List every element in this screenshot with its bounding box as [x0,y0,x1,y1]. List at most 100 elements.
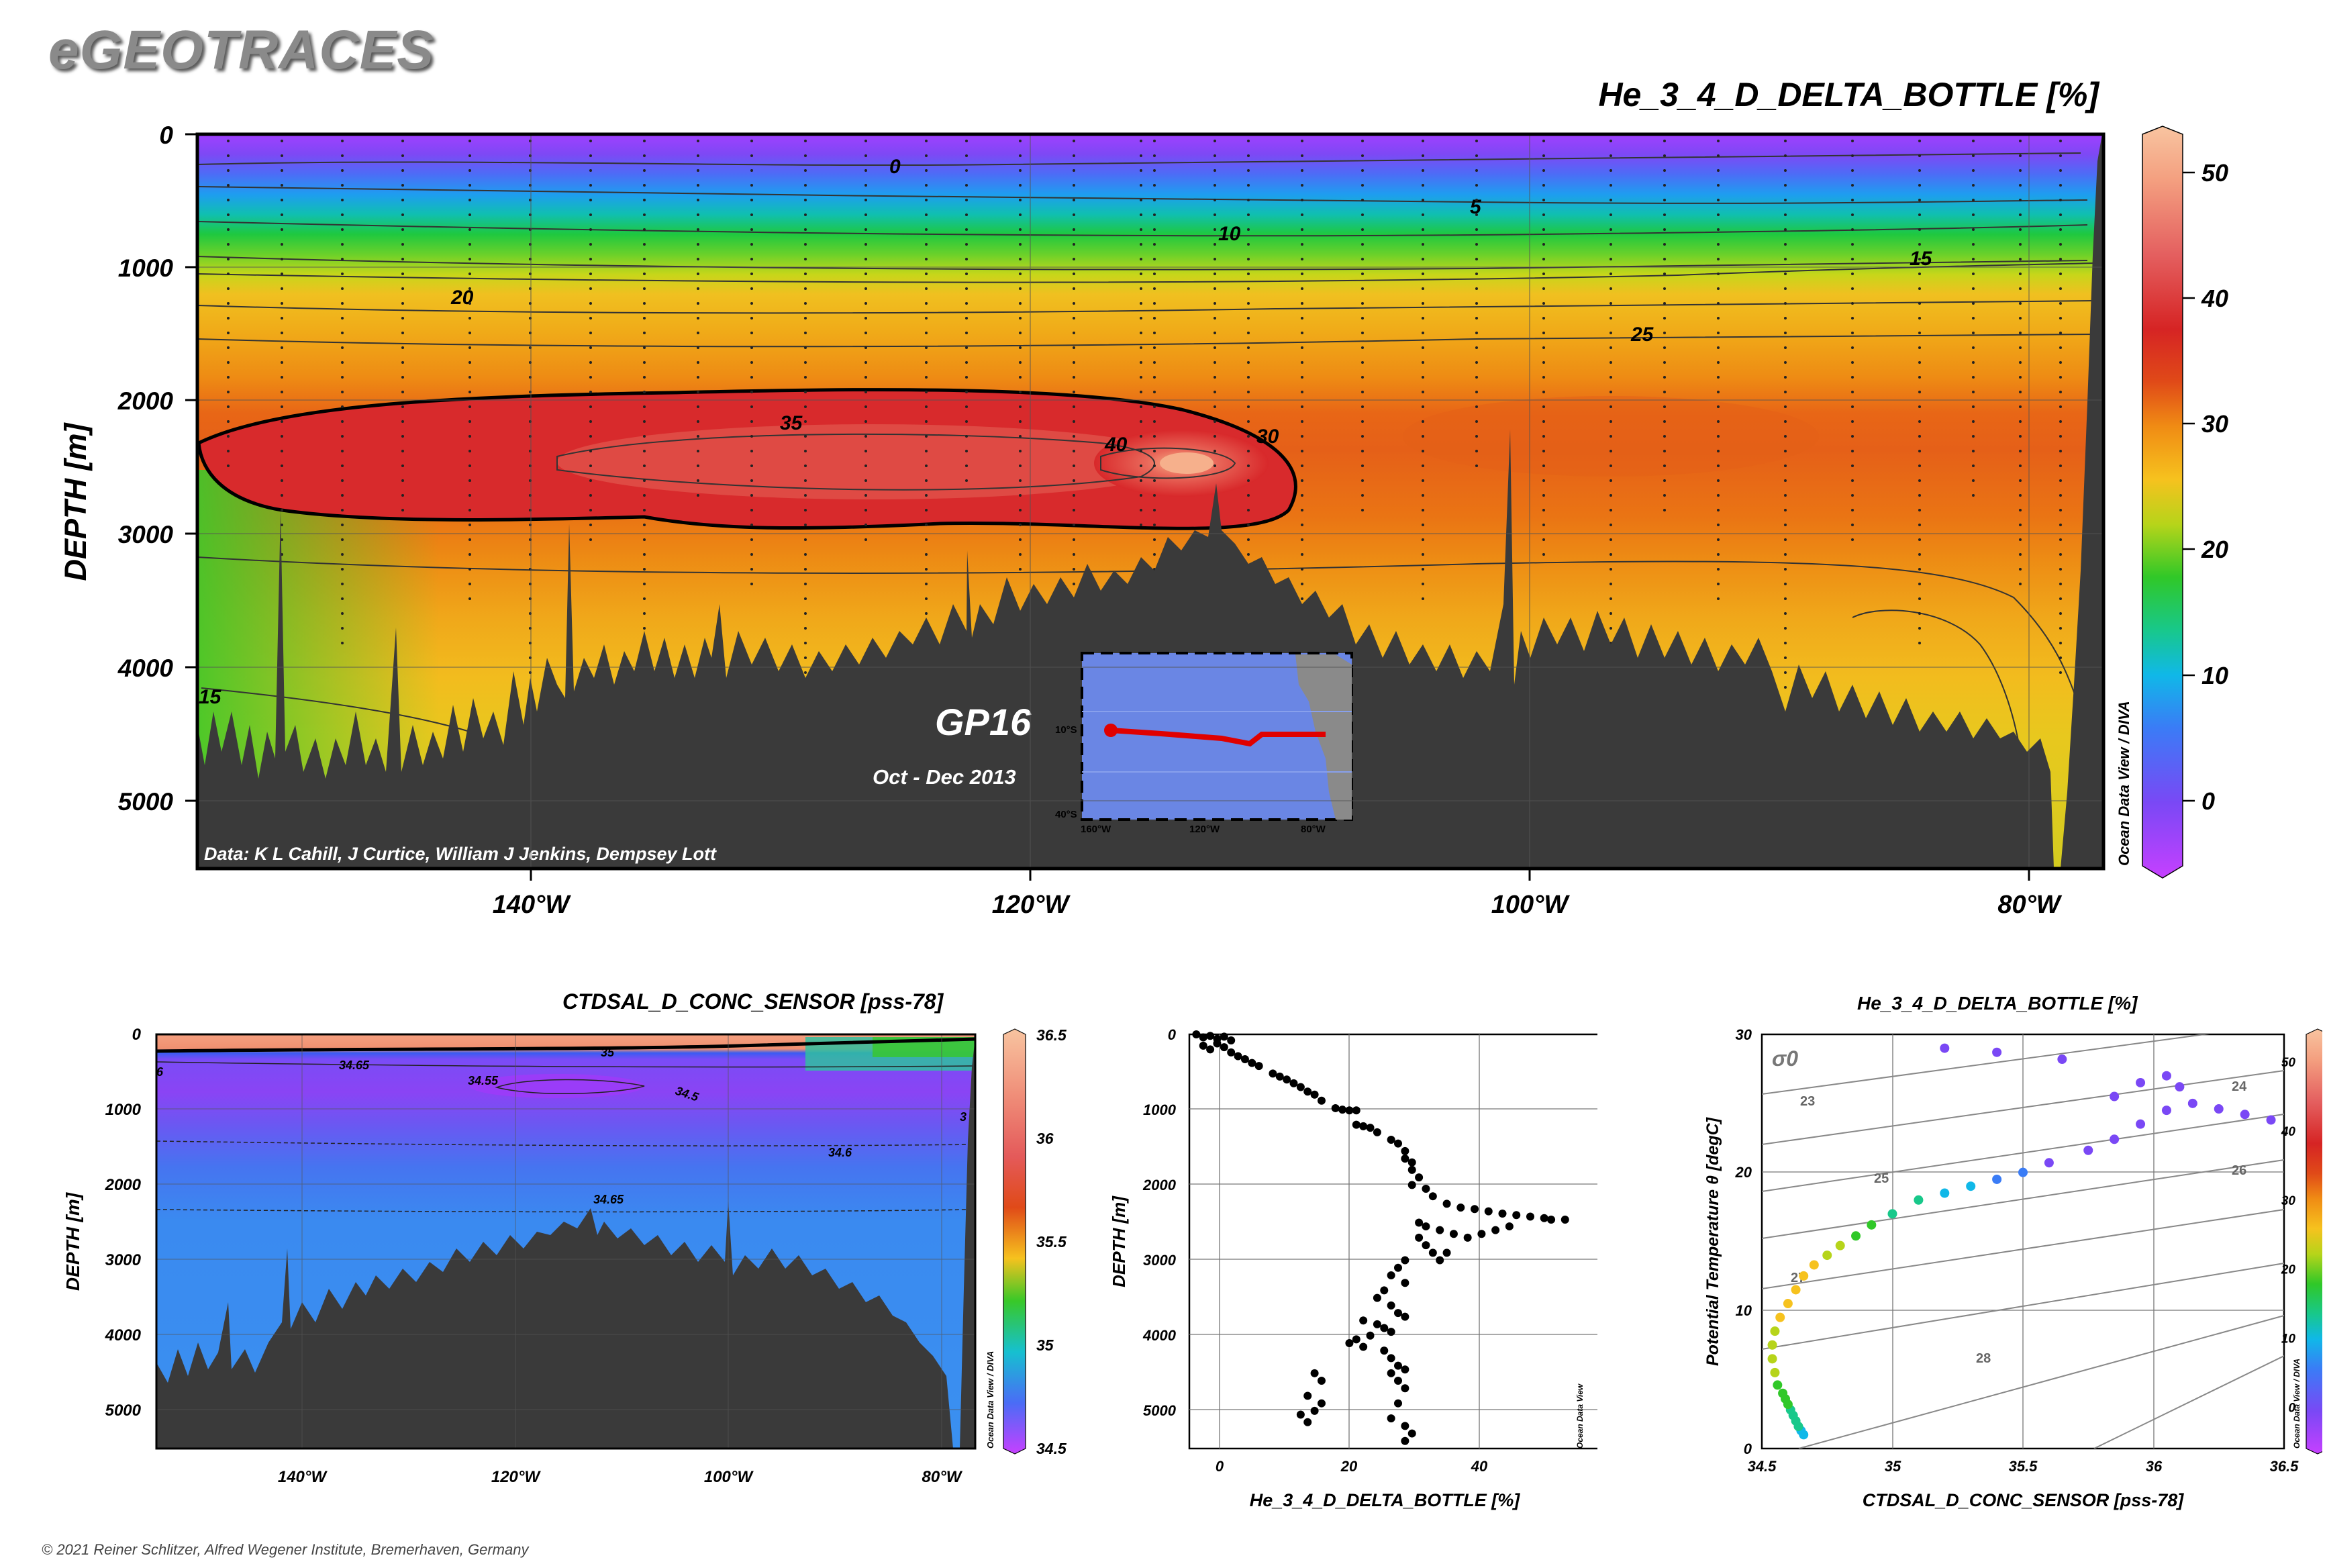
sample-dot [925,464,928,467]
sample-dot [643,332,646,334]
sample-dot [1717,332,1720,334]
sample-dot [1140,213,1142,216]
sample-dot [1019,391,1022,393]
sample-dot [227,464,230,467]
ts-point [2110,1134,2120,1144]
sample-dot [401,154,404,157]
sample-dot [281,509,283,511]
sample-dot [1140,169,1142,172]
sample-dot [1918,287,1921,290]
sample-dot [1214,154,1216,157]
sample-dot [1475,391,1478,393]
sample-dot [1073,361,1075,364]
sample-dot [697,391,699,393]
sample-dot [864,464,867,467]
sample-dot [1784,671,1787,674]
sample-dot [341,258,344,260]
sample-dot [1214,420,1216,423]
sample-dot [341,140,344,142]
sample-dot [804,228,807,231]
sample-dot [468,317,471,320]
sample-dot [925,273,928,275]
sample-dot [643,154,646,157]
sample-dot [2019,420,2022,423]
sample-dot [750,184,753,187]
sample-dot [1153,509,1156,511]
sample-dot [804,612,807,615]
sample-dot [1019,405,1022,408]
sample-dot [401,450,404,452]
sample-dot [925,302,928,305]
sample-dot [1019,420,1022,423]
sample-dot [1073,169,1075,172]
sample-dot [750,346,753,349]
sample-dot [925,154,928,157]
profile-plot: 0 1000 2000 3000 4000 5000 0 20 40 He_3_… [1109,1026,1597,1510]
y-tick-label: 4000 [105,1326,142,1344]
sample-dot [804,184,807,187]
ts-point [2136,1119,2146,1129]
sample-dot [643,612,646,615]
sample-dot [1140,332,1142,334]
sample-dot [1717,169,1720,172]
sample-dot [281,154,283,157]
sample-dot [750,509,753,511]
sample-dot [643,317,646,320]
colorbar-tick: 34.5 [1036,1440,1067,1457]
main-colorbar [2142,126,2183,879]
sample-dot [864,405,867,408]
sample-dot [468,243,471,246]
sample-dot [589,287,592,290]
sample-dot [1610,509,1612,511]
profile-point [1234,1052,1242,1061]
data-credits: Data: K L Cahill, J Curtice, William J J… [204,844,717,864]
sample-dot [1247,154,1250,157]
ts-point [1887,1209,1897,1219]
sample-dot [468,435,471,438]
sample-dot [1851,405,1854,408]
inset-label: 120°W [1189,824,1220,835]
sample-dot [1972,184,1975,187]
sample-dot [804,302,807,305]
sample-dot [1214,273,1216,275]
ts-point [1775,1312,1785,1322]
sample-dot [1851,391,1854,393]
sample-dot [643,405,646,408]
sample-dot [1851,317,1854,320]
profile-point [1345,1338,1354,1347]
sample-dot [468,213,471,216]
sample-dot [864,317,867,320]
sample-dot [1247,405,1250,408]
sample-dot [1542,420,1545,423]
sample-dot [468,583,471,585]
ts-x-axis-label: CTDSAL_D_CONC_SENSOR [pss-78] [1863,1490,2185,1510]
sample-dot [1019,450,1022,452]
cruise-dates: Oct - Dec 2013 [873,765,1016,789]
sample-dot [341,464,344,467]
sample-dot [1247,509,1250,511]
ts-point [2214,1104,2224,1114]
ts-point [1822,1251,1832,1261]
sample-dot [227,332,230,334]
sample-dot [1153,302,1156,305]
profile-point [1512,1211,1521,1220]
ts-point [2266,1115,2276,1125]
sample-dot [1247,317,1250,320]
sample-dot [1475,361,1478,364]
sample-dot [1140,361,1142,364]
sample-dot [925,450,928,452]
sample-dot [1610,405,1612,408]
sample-dot [1663,361,1666,364]
sample-dot [468,302,471,305]
contour-label: 15 [199,686,222,708]
sample-dot [965,317,968,320]
sample-dot [2019,435,2022,438]
sample-dot [1153,154,1156,157]
sample-dot [643,420,646,423]
sample-dot [1247,184,1250,187]
profile-point [1394,1377,1402,1385]
sample-dot [1019,464,1022,467]
sample-dot [643,184,646,187]
sample-dot [589,376,592,379]
sample-dot [1301,464,1303,467]
